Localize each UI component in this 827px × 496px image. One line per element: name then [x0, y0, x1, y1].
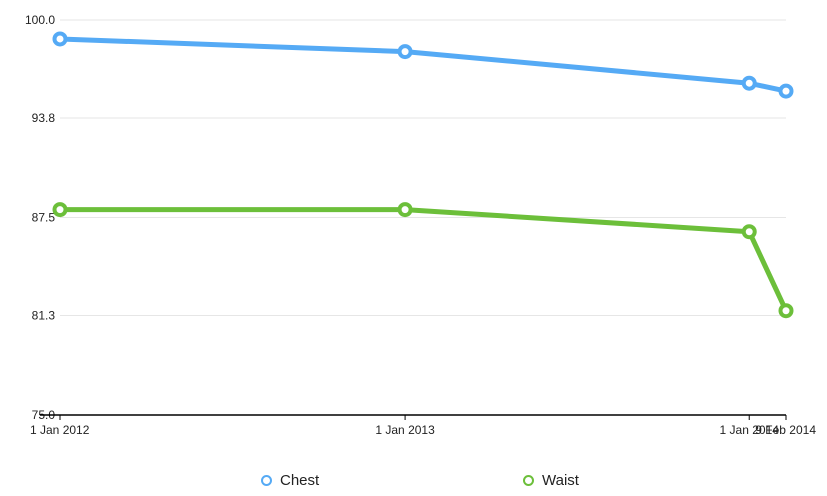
- x-tick-label: 1 Jan 2012: [30, 423, 90, 437]
- legend-marker-chest: [261, 475, 272, 486]
- y-tick-label: 81.3: [32, 308, 56, 322]
- legend-item-waist[interactable]: Waist: [523, 472, 579, 489]
- data-point-waist[interactable]: [397, 202, 413, 218]
- legend-item-chest[interactable]: Chest: [261, 472, 319, 489]
- series-chest: [52, 31, 794, 99]
- x-tick-label: 9 Feb 2014: [755, 423, 816, 437]
- series-line-chest: [57, 36, 789, 94]
- data-point-waist[interactable]: [741, 224, 757, 240]
- data-point-waist[interactable]: [778, 303, 794, 319]
- grid-lines: [60, 19, 786, 316]
- legend-label-chest: Chest: [280, 472, 320, 489]
- series-line-waist: [57, 207, 789, 314]
- series-waist: [52, 202, 794, 319]
- y-tick-label: 100.0: [25, 13, 55, 27]
- x-tick-label: 1 Jan 2014: [720, 423, 780, 437]
- series-group: [52, 31, 794, 319]
- legend: Chest Waist: [0, 472, 827, 492]
- legend-marker-waist: [523, 475, 534, 486]
- x-tick-label: 1 Jan 2013: [375, 423, 435, 437]
- y-tick-label: 93.8: [32, 111, 56, 125]
- legend-label-waist: Waist: [542, 472, 579, 489]
- data-point-chest[interactable]: [52, 31, 68, 47]
- data-point-waist[interactable]: [52, 202, 68, 218]
- data-point-chest[interactable]: [741, 75, 757, 91]
- y-tick-label: 87.5: [32, 211, 56, 225]
- data-point-chest[interactable]: [397, 44, 413, 60]
- data-point-chest[interactable]: [778, 83, 794, 99]
